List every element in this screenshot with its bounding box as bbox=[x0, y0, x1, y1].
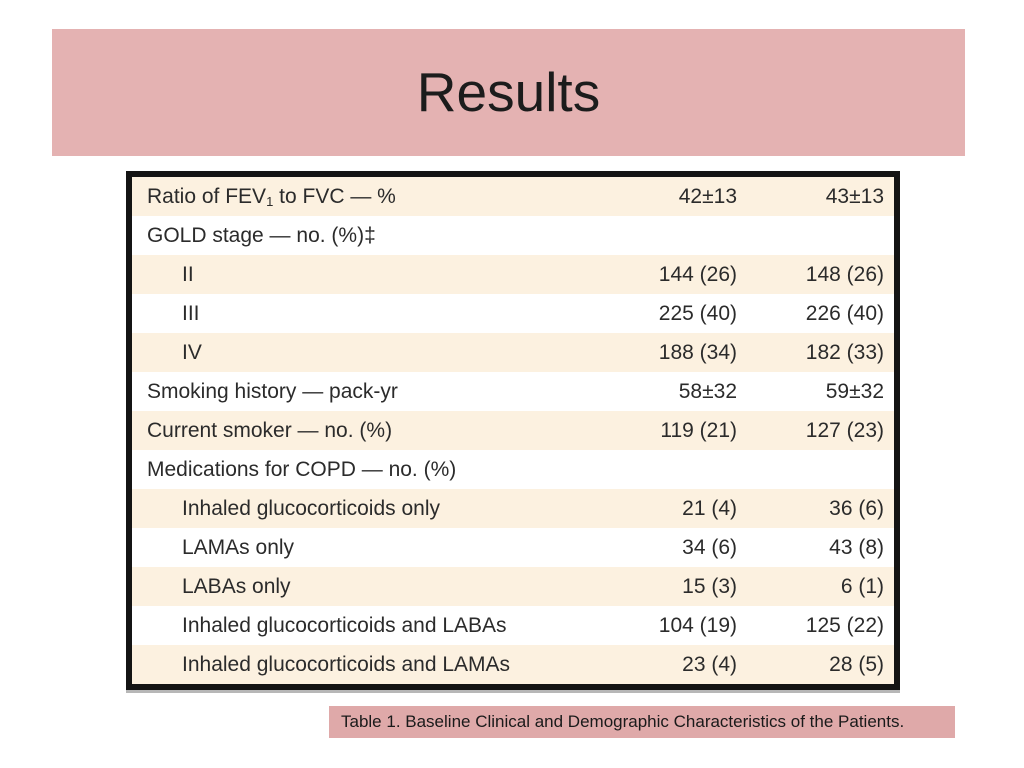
table-row: Ratio of FEV1 to FVC — % 42±13 43±13 bbox=[132, 177, 894, 216]
row-label: Current smoker — no. (%) bbox=[147, 418, 393, 442]
row-value-col2: 127 (23) bbox=[805, 418, 884, 442]
row-label: II bbox=[182, 262, 194, 286]
row-label-text: to FVC — % bbox=[273, 184, 396, 208]
row-value-col1: 42±13 bbox=[678, 184, 737, 208]
row-label: Inhaled glucocorticoids only bbox=[182, 496, 440, 520]
row-value-col1: 21 (4) bbox=[682, 496, 737, 520]
row-value-col1: 225 (40) bbox=[658, 301, 737, 325]
row-value-col1: 34 (6) bbox=[682, 535, 737, 559]
table-caption-box: Table 1. Baseline Clinical and Demograph… bbox=[329, 706, 955, 738]
table-row: Medications for COPD — no. (%) bbox=[132, 450, 894, 489]
table-row: GOLD stage — no. (%)‡ bbox=[132, 216, 894, 255]
row-value-col2: 43±13 bbox=[825, 184, 884, 208]
row-value-col2: 59±32 bbox=[825, 379, 884, 403]
table-row: Inhaled glucocorticoids and LAMAs 23 (4)… bbox=[132, 645, 894, 684]
row-value-col2: 182 (33) bbox=[805, 340, 884, 364]
table-row: III 225 (40) 226 (40) bbox=[132, 294, 894, 333]
row-value-col2: 6 (1) bbox=[840, 574, 884, 598]
title-band: Results bbox=[52, 29, 965, 156]
row-label: Smoking history — pack-yr bbox=[147, 379, 398, 403]
baseline-characteristics-table: Ratio of FEV1 to FVC — % 42±13 43±13 GOL… bbox=[126, 171, 900, 690]
row-value-col1: 15 (3) bbox=[682, 574, 737, 598]
row-value-col2: 125 (22) bbox=[805, 613, 884, 637]
row-value-col1: 119 (21) bbox=[660, 418, 737, 442]
row-value-col2: 36 (6) bbox=[829, 496, 884, 520]
row-label: IV bbox=[182, 340, 202, 364]
table-row: LAMAs only 34 (6) 43 (8) bbox=[132, 528, 894, 567]
row-value-col1: 188 (34) bbox=[658, 340, 737, 364]
table-row: Inhaled glucocorticoids and LABAs 104 (1… bbox=[132, 606, 894, 645]
row-label: LABAs only bbox=[182, 574, 291, 598]
row-value-col2: 226 (40) bbox=[805, 301, 884, 325]
table-row: LABAs only 15 (3) 6 (1) bbox=[132, 567, 894, 606]
row-value-col2: 43 (8) bbox=[829, 535, 884, 559]
row-value-col1: 58±32 bbox=[678, 379, 737, 403]
table-row: Inhaled glucocorticoids only 21 (4) 36 (… bbox=[132, 489, 894, 528]
row-label: Medications for COPD — no. (%) bbox=[147, 457, 457, 481]
table-caption: Table 1. Baseline Clinical and Demograph… bbox=[341, 712, 905, 731]
row-label-text: Ratio of FEV bbox=[147, 184, 267, 208]
row-label: Ratio of FEV1 to FVC — % bbox=[132, 185, 587, 209]
table-row: IV 188 (34) 182 (33) bbox=[132, 333, 894, 372]
row-value-col2: 28 (5) bbox=[829, 652, 884, 676]
table-row: Smoking history — pack-yr 58±32 59±32 bbox=[132, 372, 894, 411]
row-label: GOLD stage — no. (%)‡ bbox=[147, 223, 376, 247]
row-label-subscript: 1 bbox=[266, 193, 274, 209]
row-value-col1: 104 (19) bbox=[658, 613, 737, 637]
row-value-col1: 23 (4) bbox=[682, 652, 737, 676]
table-row: Current smoker — no. (%) 119 (21) 127 (2… bbox=[132, 411, 894, 450]
row-label: Inhaled glucocorticoids and LABAs bbox=[182, 613, 507, 637]
slide-title: Results bbox=[416, 61, 601, 123]
row-value-col1: 144 (26) bbox=[658, 262, 737, 286]
row-label: LAMAs only bbox=[182, 535, 295, 559]
row-value-col2: 148 (26) bbox=[805, 262, 884, 286]
row-label: III bbox=[182, 301, 200, 325]
table-row: II 144 (26) 148 (26) bbox=[132, 255, 894, 294]
row-label: Inhaled glucocorticoids and LAMAs bbox=[182, 652, 511, 676]
